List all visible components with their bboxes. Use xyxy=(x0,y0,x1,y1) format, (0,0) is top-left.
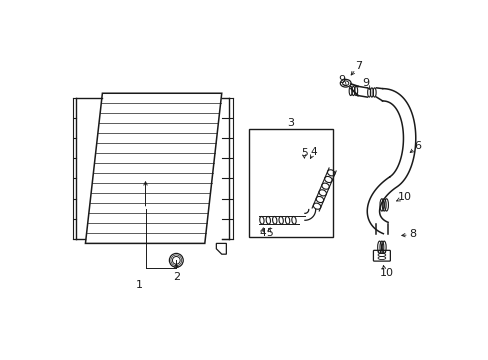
Text: 10: 10 xyxy=(380,268,393,278)
Text: 10: 10 xyxy=(397,192,411,202)
Text: 8: 8 xyxy=(408,229,415,239)
Text: 2: 2 xyxy=(172,272,180,282)
Text: 3: 3 xyxy=(287,118,294,128)
Bar xyxy=(248,130,333,237)
Text: 9: 9 xyxy=(362,78,368,88)
Text: 9: 9 xyxy=(338,75,345,85)
Text: 5: 5 xyxy=(300,148,307,158)
Text: 1: 1 xyxy=(136,280,142,290)
Text: 4: 4 xyxy=(310,147,317,157)
Text: 6: 6 xyxy=(414,141,421,151)
Text: 4: 4 xyxy=(259,228,265,238)
Text: 5: 5 xyxy=(265,228,272,238)
Text: 7: 7 xyxy=(354,61,362,71)
